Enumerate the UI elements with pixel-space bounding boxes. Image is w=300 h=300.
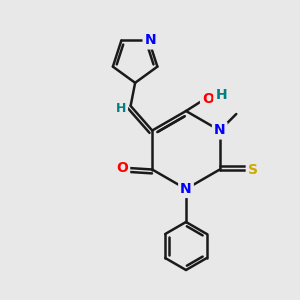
Text: N: N (145, 34, 156, 47)
Text: N: N (180, 182, 192, 196)
Text: O: O (202, 92, 214, 106)
Text: H: H (116, 102, 126, 115)
Text: H: H (215, 88, 227, 102)
Text: O: O (116, 161, 128, 175)
Text: S: S (248, 163, 258, 176)
Text: N: N (214, 124, 226, 137)
